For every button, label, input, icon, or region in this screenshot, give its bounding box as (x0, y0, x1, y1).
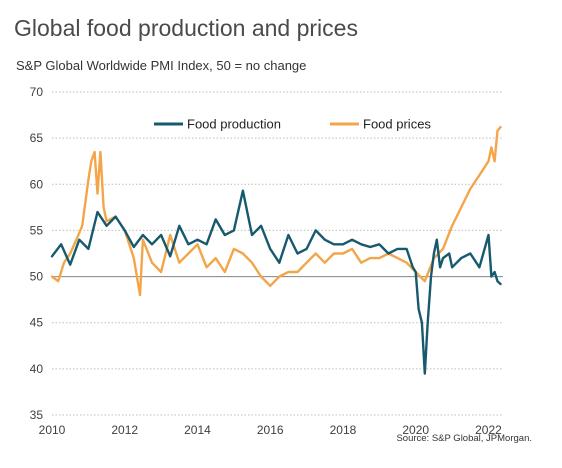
x-tick-label: 2012 (111, 423, 138, 437)
source-note: Source: S&P Global, JPMorgan. (396, 433, 532, 444)
y-tick-label: 35 (30, 408, 44, 422)
chart-subtitle: S&P Global Worldwide PMI Index, 50 = no … (16, 58, 307, 73)
y-tick-label: 65 (30, 131, 44, 145)
legend-label-food-production: Food production (187, 117, 281, 132)
x-tick-label: 2014 (184, 423, 211, 437)
series-line-food-production (50, 189, 502, 375)
chart-title: Global food production and prices (14, 15, 358, 41)
y-tick-label: 50 (30, 270, 44, 284)
y-tick-label: 60 (30, 177, 44, 191)
y-tick-label: 40 (30, 362, 44, 376)
legend-label-food-prices: Food prices (363, 117, 431, 132)
y-tick-label: 45 (30, 316, 44, 330)
x-tick-label: 2016 (257, 423, 284, 437)
x-tick-label: 2010 (39, 423, 66, 437)
x-tick-label: 2018 (330, 423, 357, 437)
y-tick-label: 55 (30, 223, 44, 237)
x-tick-label: 2022 (475, 423, 502, 437)
series-line-food-prices (50, 125, 502, 297)
y-tick-label: 70 (30, 85, 44, 99)
x-tick-label: 2020 (402, 423, 429, 437)
